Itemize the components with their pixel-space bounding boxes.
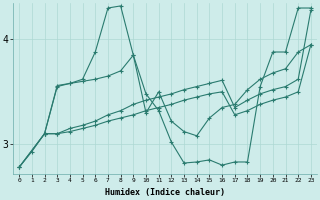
X-axis label: Humidex (Indice chaleur): Humidex (Indice chaleur) xyxy=(105,188,225,197)
